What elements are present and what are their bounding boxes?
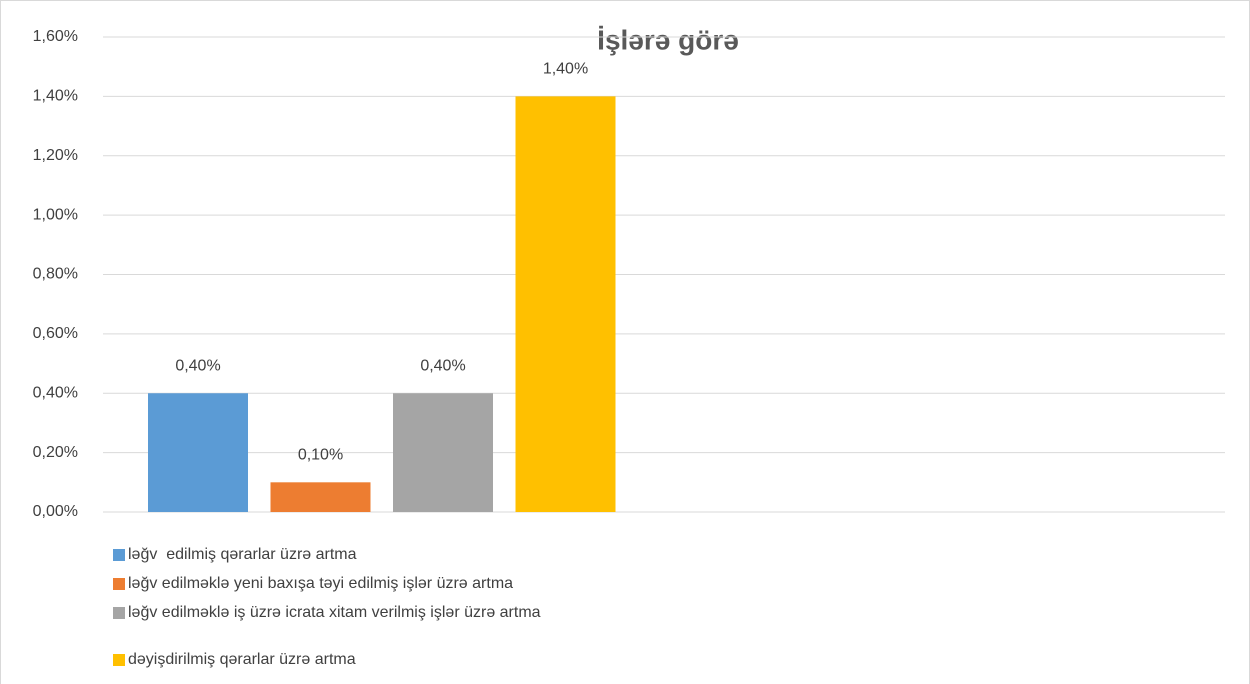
y-tick-label: 0,20% xyxy=(33,444,78,461)
y-tick-label: 1,20% xyxy=(33,147,78,164)
legend-swatch xyxy=(113,654,125,666)
y-tick-label: 1,40% xyxy=(33,88,78,105)
chart-title: İşlərə görə xyxy=(597,24,739,55)
legend-swatch xyxy=(113,549,125,561)
data-label: 0,40% xyxy=(420,357,465,374)
bar xyxy=(393,393,493,512)
y-tick-label: 1,00% xyxy=(33,206,78,223)
legend-swatch xyxy=(113,607,125,619)
bar xyxy=(270,482,371,512)
legend-label: ləğv edilməklə yeni baxışa təyi edilmiş … xyxy=(128,575,513,592)
data-label: 0,10% xyxy=(298,447,343,464)
y-tick-label: 0,40% xyxy=(33,384,78,401)
y-tick-label: 1,60% xyxy=(33,28,78,45)
legend-label: ləğv edilmiş qərarlar üzrə artma xyxy=(128,546,357,563)
bar xyxy=(515,96,616,512)
y-tick-label: 0,80% xyxy=(33,266,78,283)
legend-label: ləğv edilməklə iş üzrə icrata xitam veri… xyxy=(128,604,541,621)
data-label: 0,40% xyxy=(175,357,220,374)
bar xyxy=(148,393,248,512)
data-label: 1,40% xyxy=(543,61,588,78)
y-tick-label: 0,00% xyxy=(33,503,78,520)
legend-swatch xyxy=(113,578,125,590)
y-tick-label: 0,60% xyxy=(33,325,78,342)
legend-label: dəyişdirilmiş qərarlar üzrə artma xyxy=(128,651,356,668)
